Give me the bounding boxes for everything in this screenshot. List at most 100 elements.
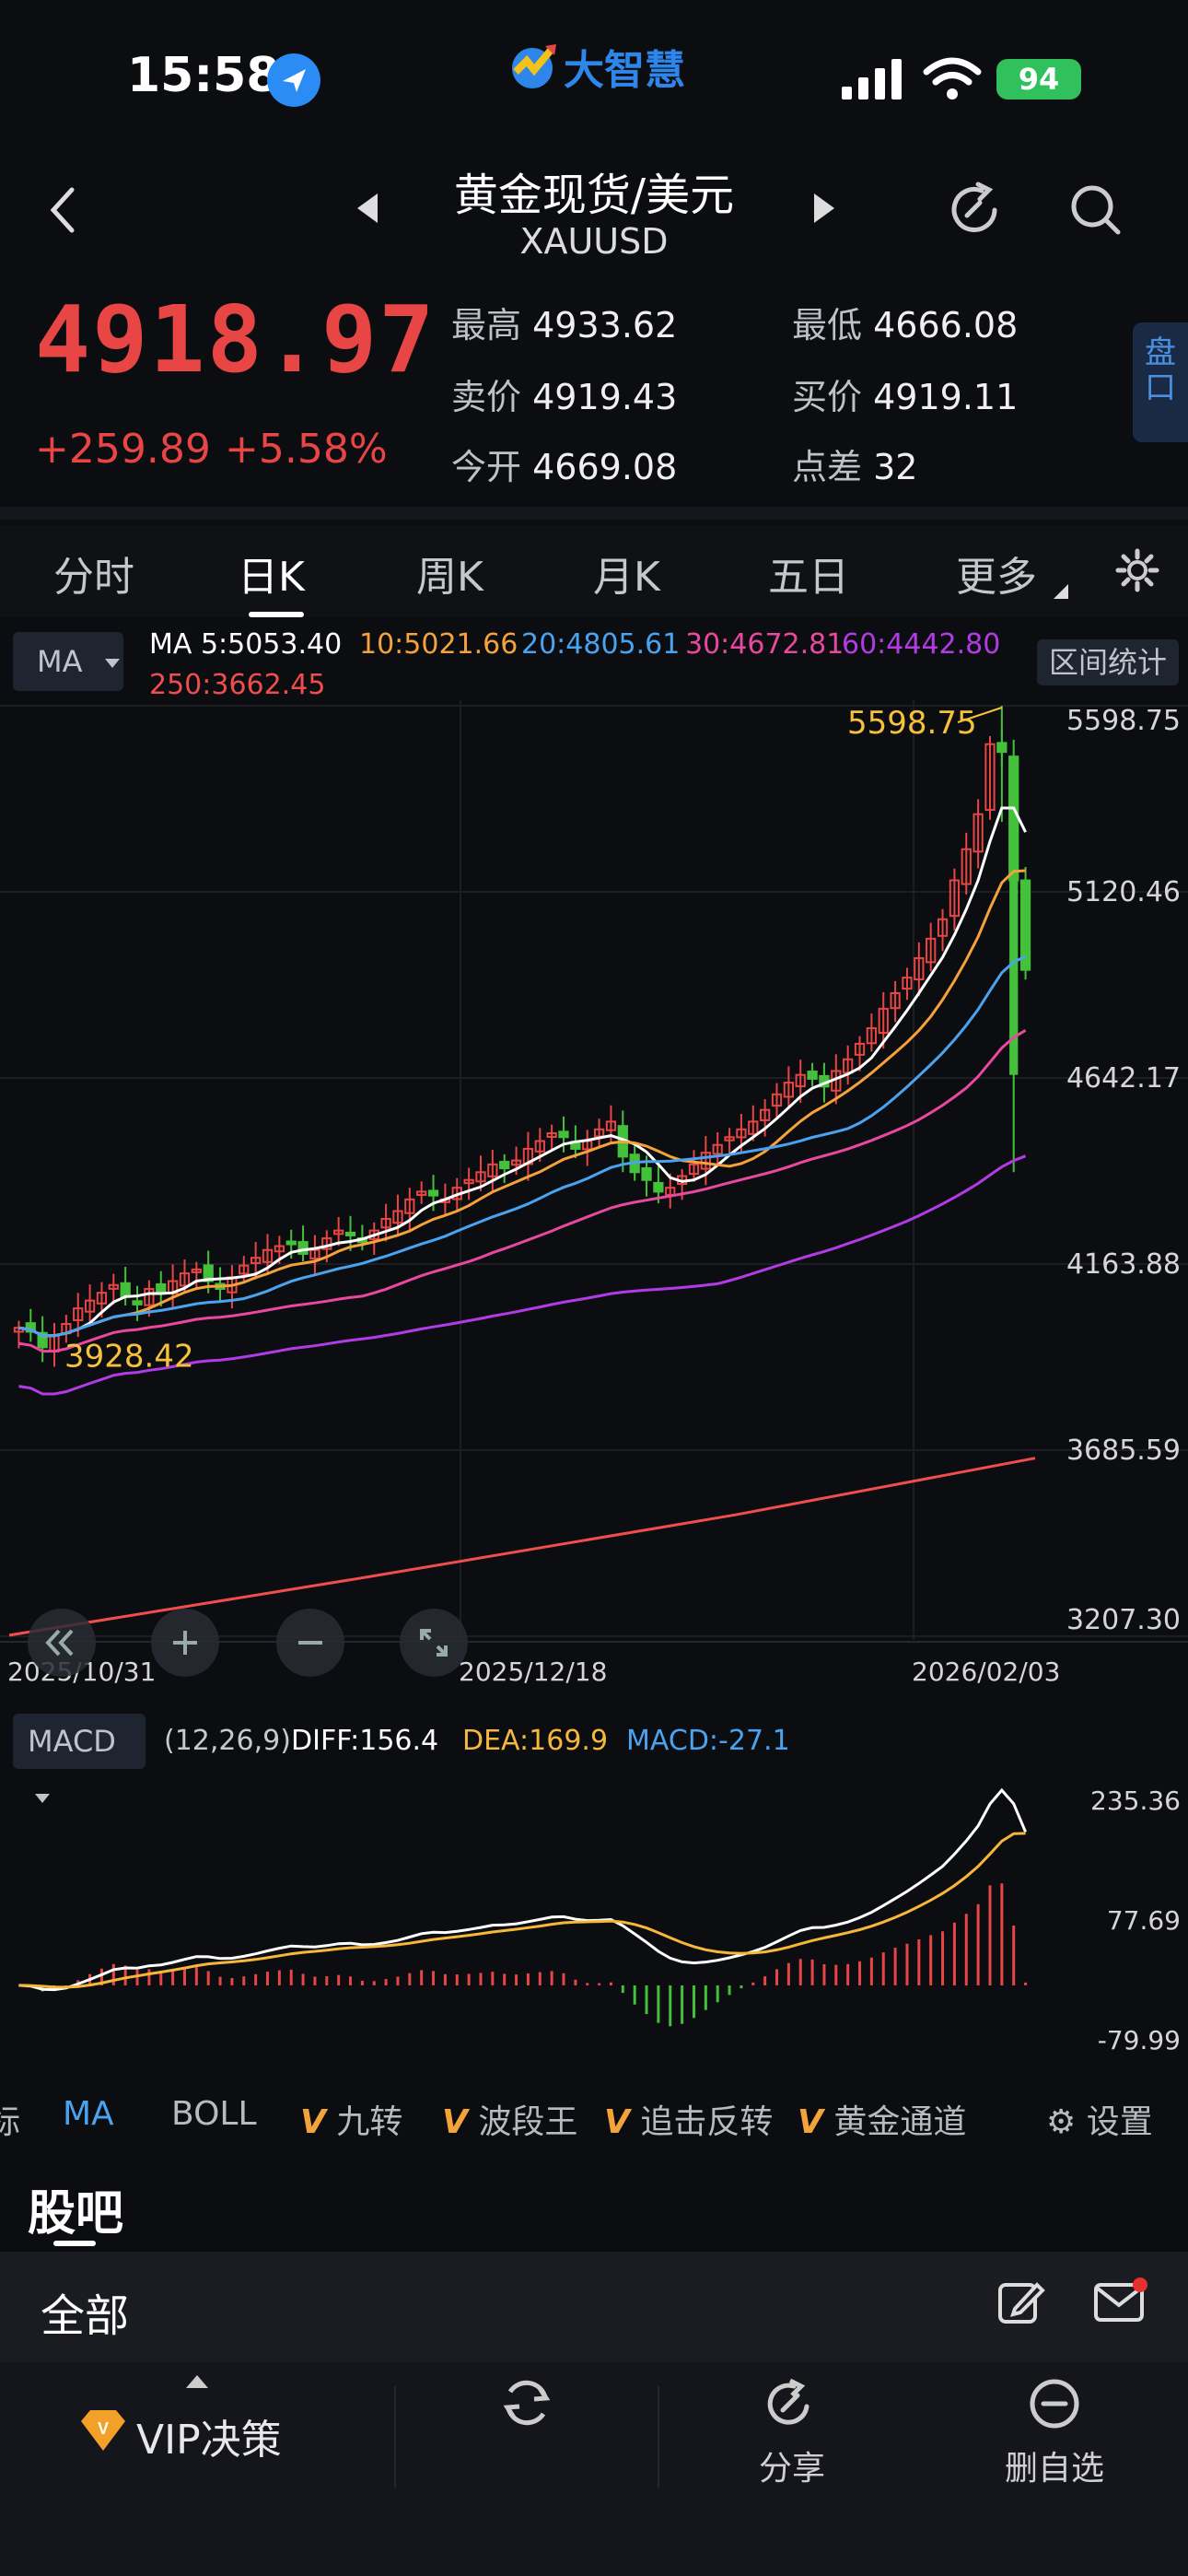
indicator-truncated[interactable]: 标 [0,2103,21,2141]
indicator-boduanwang[interactable]: V 波段王 [442,2095,577,2143]
candle-body [274,1245,285,1253]
filter-all[interactable]: 全部 [41,2290,130,2342]
bid-value: 4919.11 [873,377,1019,417]
community-title[interactable]: 股吧 [28,2186,124,2242]
vip-v-icon: V [604,2103,630,2141]
remove-watchlist-icon[interactable] [1028,2377,1081,2430]
y-tick-label: 5598.75 [1066,705,1181,737]
candle-body [984,743,996,812]
candle-body [392,1210,403,1224]
indicator-zhuiji-label: 追击反转 [640,2103,774,2141]
max-annotation-line [957,707,1003,723]
open-row: 今开 4669.08 [451,439,677,489]
macd-dea: DEA:169.9 [462,1725,609,1757]
y-tick-label: 4642.17 [1066,1062,1181,1095]
refresh-icon[interactable] [939,175,1009,245]
candle-body [748,1120,759,1135]
candle-body [132,1300,143,1306]
status-time: 15:58 [127,48,280,103]
ma30-line [18,1029,1027,1353]
candle-body [700,1152,711,1170]
toolbar-separator [658,2386,659,2488]
macd-params: (12,26,9) [164,1725,291,1757]
candlestick-chart[interactable]: 5598.75 5120.46 4642.17 4163.88 3685.59 3207.… [0,700,1188,1695]
candle-body [914,956,925,981]
next-symbol-icon[interactable] [814,193,834,223]
ma60-line [18,1154,1027,1396]
ma-selector[interactable]: MA [13,632,123,691]
ma5-line [18,806,1027,1338]
indicator-huangjin-label: 黄金通道 [833,2103,967,2141]
toolbar-separator [394,2386,396,2488]
share-icon[interactable] [764,2377,818,2430]
tab-weekly-k[interactable]: 周K [416,554,483,601]
candle-body [262,1248,274,1263]
page-subtitle: XAUUSD [519,221,669,262]
y-tick-label: 3685.59 [1066,1434,1181,1467]
candle-body [416,1190,427,1197]
macd-y-tick-label: 235.36 [1090,1786,1181,1816]
candle-body [309,1248,320,1260]
y-tick-label: 4163.88 [1066,1248,1181,1281]
indicator-jiuzhuan[interactable]: V 九转 [300,2095,402,2143]
candle-body [1019,879,1031,971]
macd-dropdown-icon [35,1794,50,1803]
spread-value: 32 [873,447,918,487]
refresh-cycle-icon[interactable] [499,2375,554,2430]
ask-row: 卖价 4919.43 [451,369,677,419]
tab-intraday[interactable]: 分时 [53,554,134,601]
candle-body [926,937,937,964]
settings-gear-icon[interactable] [1114,547,1160,593]
candle-body [475,1171,486,1183]
candle-body [333,1229,344,1235]
tab-more[interactable]: 更多 [956,554,1037,601]
candle-body [902,977,913,990]
svg-text:V: V [98,2419,109,2438]
location-icon [267,53,320,107]
tab-monthly-k[interactable]: 月K [593,554,660,601]
macd-diff: DIFF:156.4 [291,1725,439,1757]
candle-body [285,1240,297,1246]
ma-selector-label: MA [37,644,83,679]
ma250-value: 250:3662.45 [149,669,326,701]
macd-selector[interactable]: MACD [13,1714,146,1803]
high-row: 最高 4933.62 [451,297,677,347]
low-value: 4666.08 [873,305,1019,345]
page-title: 黄金现货/美元 [453,170,735,221]
candle-body [1009,822,1019,1075]
candle-body [878,1007,889,1035]
indicator-boll[interactable]: BOLL [171,2095,257,2133]
back-icon[interactable] [44,182,81,238]
candle-body [73,1307,84,1321]
candle-body [120,1282,131,1298]
range-stats-button[interactable]: 区间统计 [1037,639,1179,685]
candle-body [712,1143,723,1155]
open-value: 4669.08 [532,447,678,487]
mail-icon[interactable] [1092,2276,1149,2327]
indicator-zhuiji[interactable]: V 追击反转 [604,2095,773,2143]
tab-daily-k[interactable]: 日K [238,554,305,601]
app-logo-text: 大智慧 [564,47,685,94]
vip-decision-button[interactable]: VIP决策 [136,2417,282,2464]
candle-body [239,1264,250,1275]
candle-body [179,1272,191,1287]
prev-symbol-icon[interactable] [357,193,378,223]
indicator-ma[interactable]: MA [63,2095,114,2133]
tab-five-day[interactable]: 五日 [768,554,849,601]
spread-label: 点差 [792,447,863,487]
pankou-button[interactable]: 盘口 [1133,322,1188,442]
indicator-settings[interactable]: ⚙ 设置 [1046,2095,1153,2143]
y-tick-label: 5120.46 [1066,876,1181,908]
candle-body [487,1163,498,1177]
search-icon[interactable] [1061,175,1131,245]
community-tab-indicator [53,2241,96,2246]
price-change-pct: +5.58% [225,426,388,473]
ma-dropdown-icon [104,659,120,668]
last-price: 4918.97 [35,286,437,393]
remove-watchlist-label: 删自选 [1004,2450,1104,2488]
low-label: 最低 [792,305,863,345]
fullscreen-button[interactable] [400,1609,468,1677]
indicator-huangjin[interactable]: V 黄金通道 [798,2095,966,2143]
compose-icon[interactable] [995,2276,1046,2327]
macd-diff-line [18,1787,1027,1992]
